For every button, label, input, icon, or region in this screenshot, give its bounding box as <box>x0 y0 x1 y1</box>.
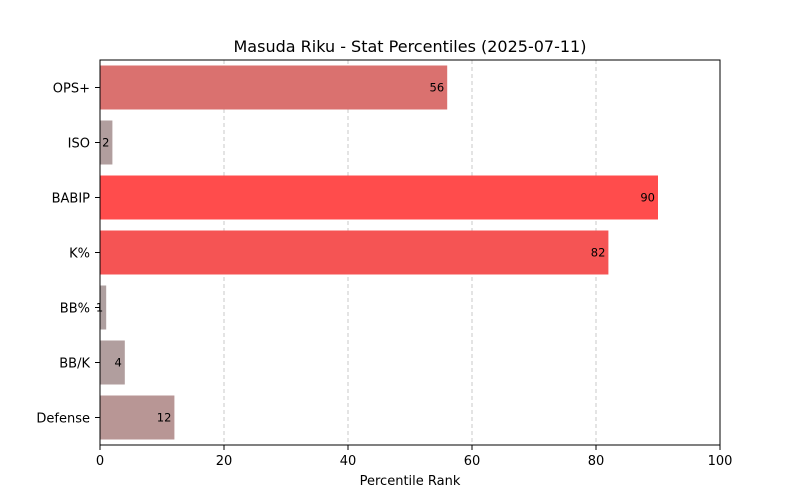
y-tick-label: K% <box>69 247 90 262</box>
bar <box>100 285 107 330</box>
bar <box>100 395 175 440</box>
x-axis-label: Percentile Rank <box>360 474 461 489</box>
y-tick-label: Defense <box>36 412 90 427</box>
bar-value-label: 82 <box>591 246 606 260</box>
x-tick-label: 20 <box>216 454 233 469</box>
chart-title: Masuda Riku - Stat Percentiles (2025-07-… <box>234 37 587 56</box>
bars <box>100 65 658 440</box>
bar <box>100 230 609 275</box>
bar-value-label: 12 <box>157 411 172 425</box>
x-tick-label: 0 <box>96 454 104 469</box>
bar-value-label: 90 <box>640 191 655 205</box>
bar-value-label: 2 <box>102 136 109 150</box>
bar <box>100 120 113 165</box>
y-tick-label: BB/K <box>59 357 90 372</box>
x-tick-label: 80 <box>588 454 605 469</box>
bar-value-label: 56 <box>430 81 445 95</box>
bar <box>100 340 125 385</box>
y-tick-label: OPS+ <box>53 82 90 97</box>
y-axis-ticks: OPS+ ISO BABIP K% BB% BB/K Defense <box>36 82 100 427</box>
x-tick-label: 40 <box>340 454 357 469</box>
y-tick-label: BABIP <box>52 192 91 207</box>
bar-value-label: 4 <box>114 356 121 370</box>
value-labels: 56 2 90 82 1 4 12 <box>96 81 655 425</box>
y-tick-label: ISO <box>68 137 90 152</box>
x-tick-label: 100 <box>708 454 733 469</box>
bar <box>100 65 448 110</box>
bar-value-label: 1 <box>96 301 103 315</box>
y-tick-label: BB% <box>60 302 90 317</box>
x-axis-ticks: 0 20 40 60 80 100 <box>96 445 733 469</box>
bar <box>100 175 658 220</box>
x-tick-label: 60 <box>464 454 481 469</box>
